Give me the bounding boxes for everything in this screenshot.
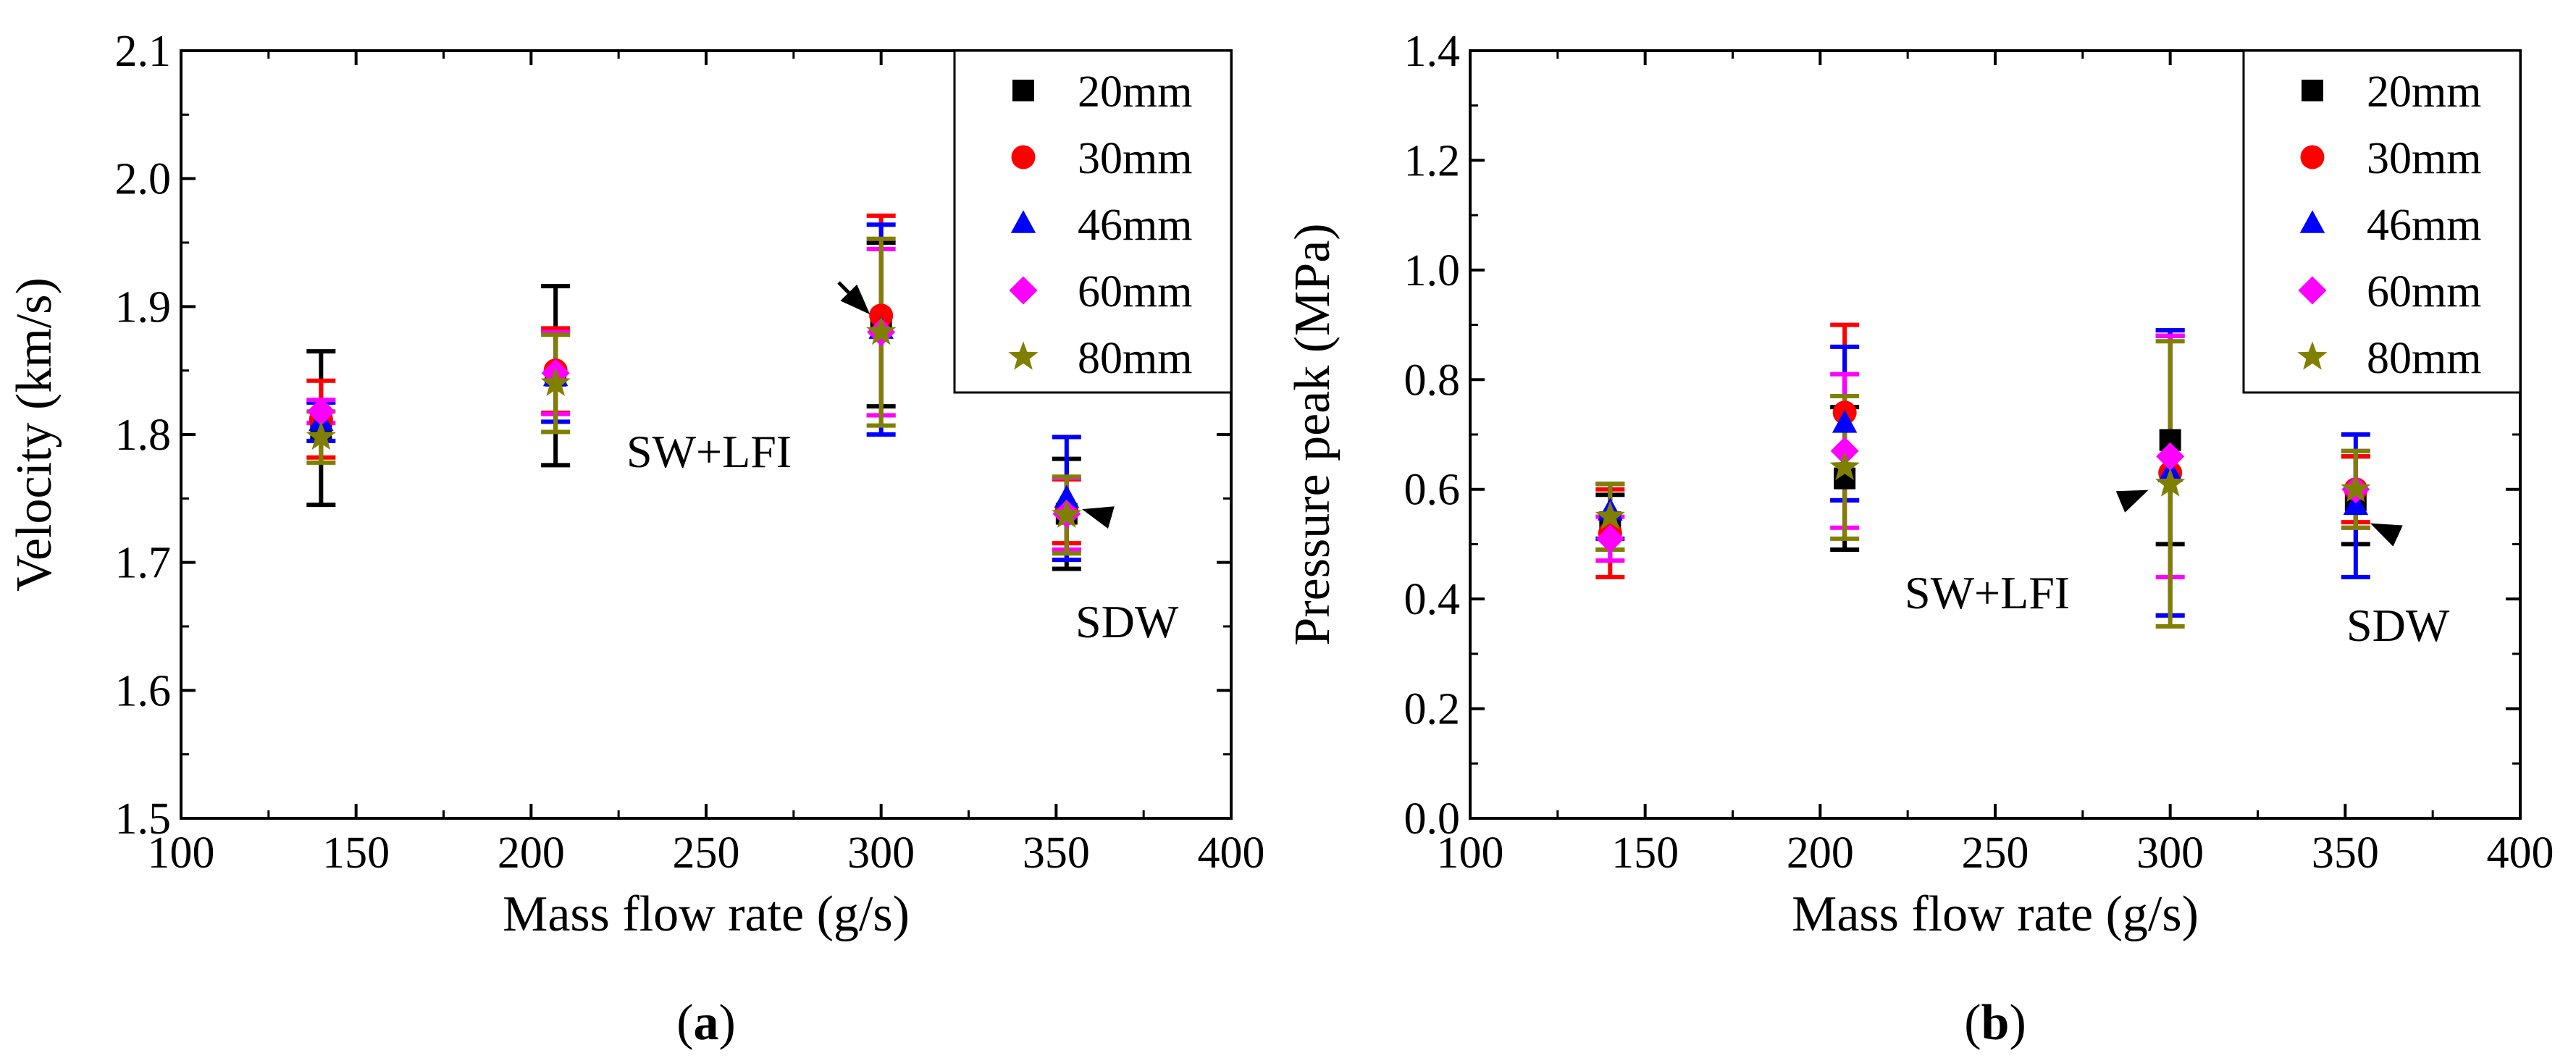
legend-label-20mm: 20mm: [1078, 67, 1192, 117]
legend-marker-46mm: [2299, 210, 2325, 233]
annotation-arrow-a: [837, 281, 850, 294]
y-tick-label-b: 1.0: [1404, 246, 1461, 295]
data-point-80mm: [540, 367, 571, 396]
legend-label-80mm: 80mm: [1078, 334, 1192, 383]
x-tick-label-b: 300: [2136, 828, 2204, 878]
x-tick-label-b: 200: [1787, 828, 1854, 878]
legend-label-30mm: 30mm: [1078, 134, 1192, 183]
legend-label-60mm: 60mm: [1078, 267, 1192, 316]
x-tick-label-b: 400: [2487, 828, 2554, 878]
y-tick-label-b: 1.2: [1404, 136, 1461, 185]
annotation-sdw-a: SDW: [1075, 596, 1179, 647]
data-point-80mm: [2155, 468, 2186, 497]
annotation-arrowhead-b: [2370, 523, 2403, 547]
x-tick-label-a: 100: [148, 828, 215, 878]
annotation-sw-lfi-a: SW+LFI: [626, 426, 792, 477]
x-tick-label-a: 150: [322, 828, 390, 878]
legend-marker-20mm: [1012, 80, 1034, 101]
legend-label-80mm: 80mm: [2367, 334, 2481, 383]
legend-marker-20mm: [2302, 80, 2323, 101]
y-tick-label-b: 0.2: [1404, 685, 1461, 734]
legend-box-a: [953, 49, 1233, 394]
y-tick-label-a: 2.1: [115, 27, 172, 76]
chart-panel-a: 100 150 200 250 300 350 400 1.5 1.6 1.7 1.8 1.9 2.0 2…: [7, 27, 1265, 1051]
data-point-46mm: [2343, 492, 2369, 516]
legend-box-b: [2242, 49, 2522, 394]
data-point-80mm: [306, 421, 336, 450]
panel-label-a: (a): [676, 995, 736, 1051]
data-point-60mm: [306, 397, 335, 426]
chart-panel-b: 100 150 200 250 300 350 400 0.0 0.2 0.4 0.6 0.8 1.0 1…: [1285, 27, 2554, 1051]
annotation-sw-lfi-b: SW+LFI: [1905, 567, 2070, 618]
panel-label-b: (b): [1964, 995, 2026, 1051]
data-point-80mm: [1595, 500, 1625, 530]
x-axis-title-b: Mass flow rate (g/s): [1792, 886, 2199, 942]
legend-label-30mm: 30mm: [2367, 134, 2481, 183]
data-point-46mm: [1054, 484, 1080, 508]
legend-marker-46mm: [1010, 210, 1036, 233]
y-axis-title-b: Pressure peak (MPa): [1285, 223, 1341, 645]
legend-label-46mm: 46mm: [1078, 201, 1192, 250]
x-tick-label-a: 350: [1023, 828, 1090, 878]
data-point-80mm: [1829, 451, 1860, 480]
x-tick-label-a: 250: [673, 828, 740, 878]
x-tick-label-b: 150: [1611, 828, 1679, 878]
y-tick-label-a: 1.5: [115, 794, 172, 844]
x-tick-label-b: 100: [1437, 828, 1504, 878]
data-point-80mm: [1052, 499, 1082, 528]
data-point-60mm: [2156, 442, 2185, 471]
y-tick-label-b: 0.6: [1404, 466, 1461, 515]
data-point-60mm: [1595, 524, 1624, 553]
y-tick-label-a: 1.9: [115, 282, 172, 332]
x-tick-label-a: 400: [1198, 828, 1265, 878]
legend-label-60mm: 60mm: [2367, 267, 2481, 316]
y-tick-label-a: 2.0: [115, 155, 172, 204]
legend-marker-80mm: [2297, 341, 2328, 370]
y-tick-label-a: 1.7: [115, 539, 172, 588]
legend-marker-80mm: [1008, 341, 1039, 370]
annotation-sdw-b: SDW: [2346, 600, 2450, 651]
y-tick-label-b: 0.4: [1404, 575, 1461, 624]
data-point-46mm: [1832, 410, 1858, 433]
legend-marker-60mm: [1009, 276, 1038, 305]
y-tick-label-b: 1.4: [1404, 27, 1461, 76]
x-tick-label-a: 300: [847, 828, 915, 878]
legend-label-20mm: 20mm: [2367, 67, 2481, 117]
y-axis-title-a: Velocity (km/s): [7, 277, 62, 592]
data-point-30mm: [869, 303, 894, 328]
y-tick-label-b: 0.8: [1404, 356, 1461, 405]
data-point-80mm: [866, 316, 897, 345]
x-tick-label-b: 250: [1962, 828, 2029, 878]
legend-marker-30mm: [1011, 145, 1036, 169]
y-tick-label-a: 1.8: [115, 411, 172, 460]
data-point-20mm: [2159, 429, 2181, 451]
annotation-arrowhead-a: [840, 284, 870, 315]
data-point-80mm: [2341, 474, 2371, 503]
legend-label-46mm: 46mm: [2367, 201, 2481, 250]
y-tick-label-a: 1.6: [115, 666, 172, 715]
data-point-60mm: [1830, 437, 1859, 466]
annotation-arrowhead-a: [1081, 506, 1115, 529]
legend-marker-60mm: [2298, 276, 2327, 305]
x-tick-label-b: 350: [2312, 828, 2379, 878]
annotation-arrowhead-b: [2115, 490, 2149, 513]
y-tick-label-b: 0.0: [1404, 794, 1461, 844]
legend-marker-30mm: [2300, 145, 2325, 169]
x-axis-title-a: Mass flow rate (g/s): [503, 886, 910, 942]
x-tick-label-a: 200: [498, 828, 565, 878]
